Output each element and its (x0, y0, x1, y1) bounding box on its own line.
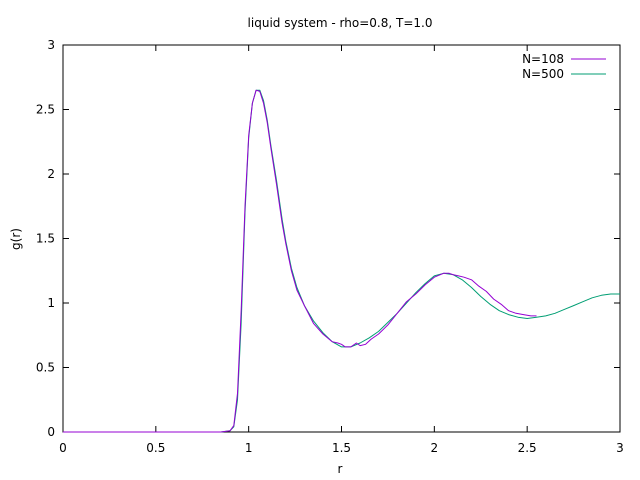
y-tick-label: 3 (47, 38, 55, 52)
y-tick-label: 2 (47, 167, 55, 181)
x-tick-label: 2 (431, 441, 439, 455)
chart-title: liquid system - rho=0.8, T=1.0 (248, 16, 433, 30)
legend-label: N=500 (522, 67, 564, 81)
x-axis-label: r (338, 462, 343, 476)
y-tick-label: 0 (47, 425, 55, 439)
x-tick-label: 0 (59, 441, 67, 455)
x-tick-label: 1.5 (332, 441, 351, 455)
series-line-n-500 (63, 89, 620, 433)
x-tick-label: 2.5 (518, 441, 537, 455)
y-tick-label: 0.5 (36, 361, 55, 375)
y-axis-label: g(r) (9, 228, 23, 250)
x-tick-label: 3 (616, 441, 624, 455)
series-line-n-108 (63, 89, 537, 433)
y-tick-label: 1 (47, 296, 55, 310)
x-tick-label: 1 (245, 441, 253, 455)
plot-area: 0 0.5 1 1.5 2 2.5 3 0 0.5 1 1.5 2 2.5 3 (36, 38, 624, 455)
y-tick-label: 1.5 (36, 232, 55, 246)
y-tick-label: 2.5 (36, 103, 55, 117)
legend-label: N=108 (522, 52, 564, 66)
x-tick-label: 0.5 (146, 441, 165, 455)
plot-frame (62, 44, 621, 433)
